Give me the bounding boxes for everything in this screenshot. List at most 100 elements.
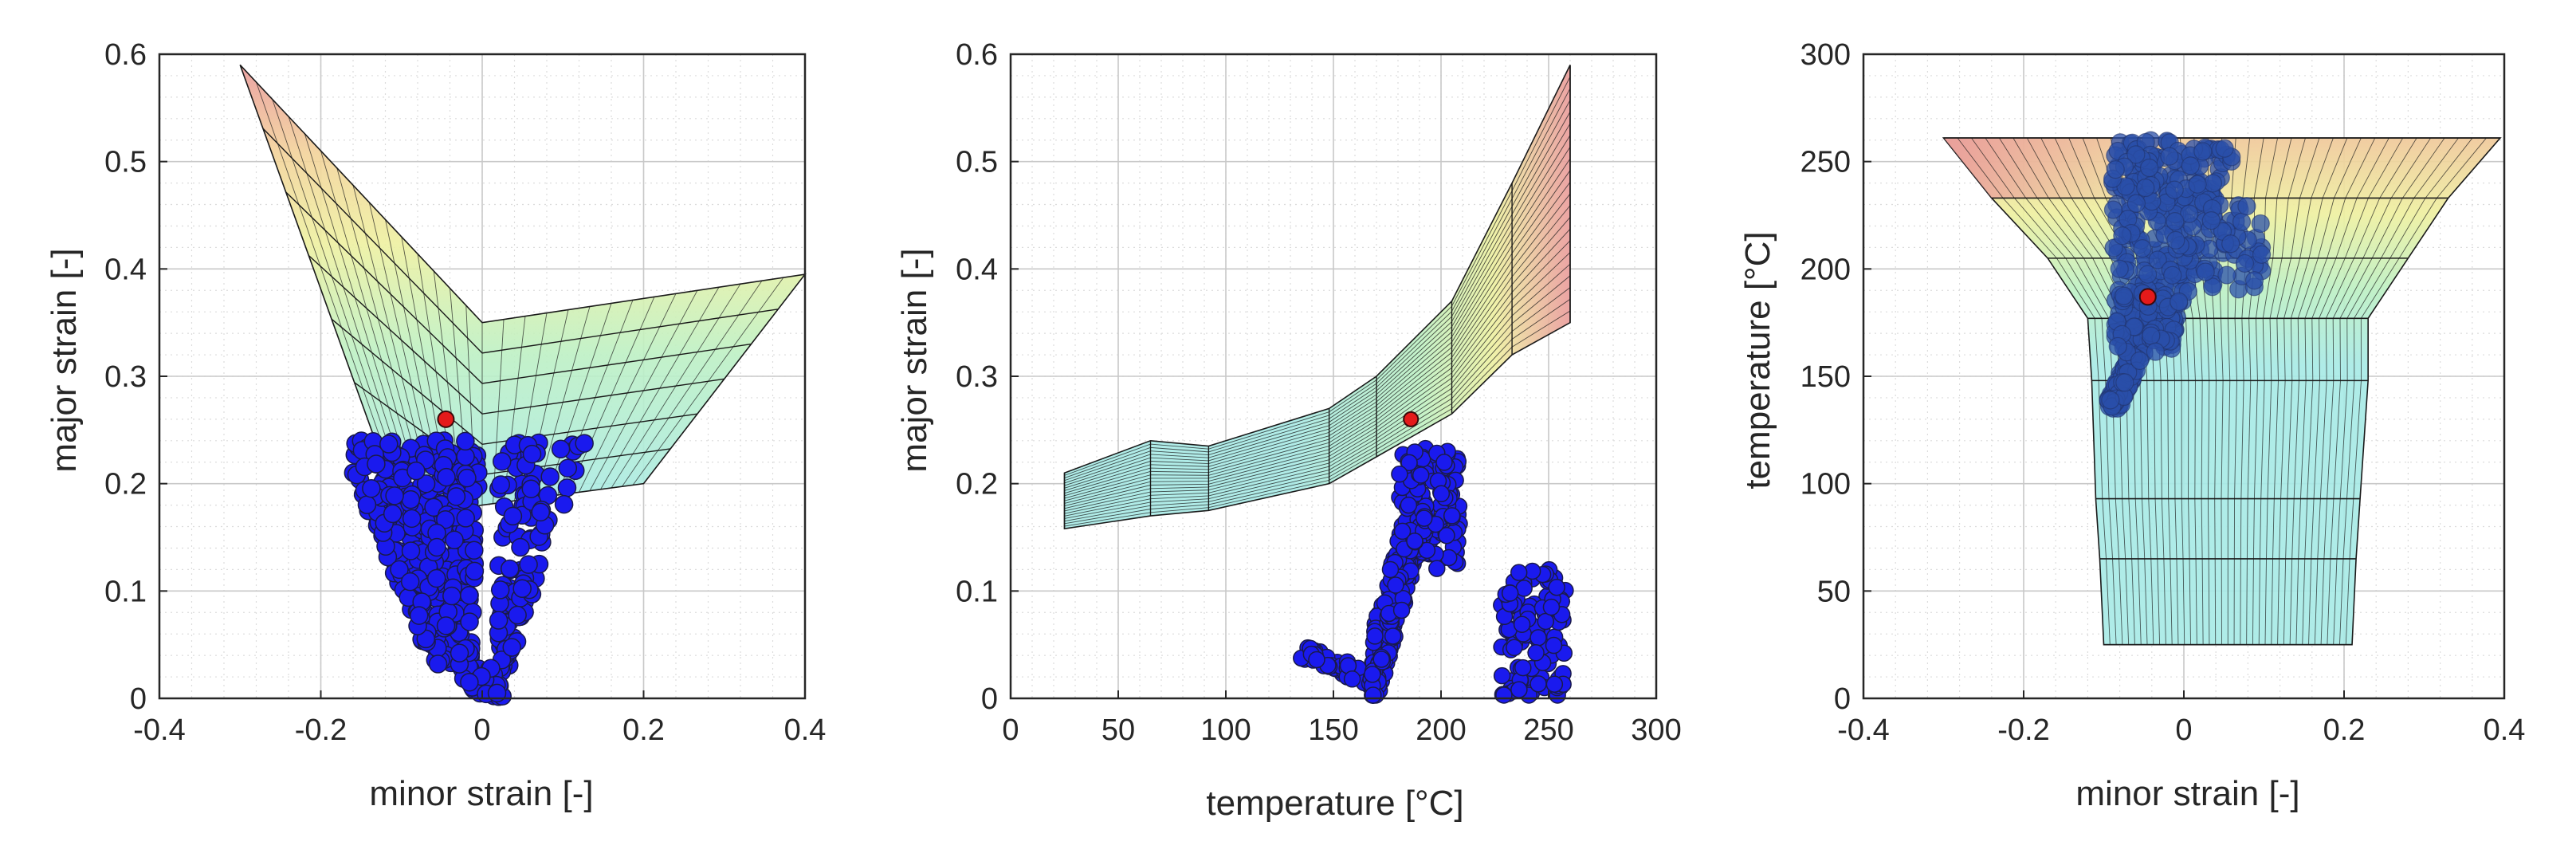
surface-mesh-line <box>1064 182 1571 499</box>
surface-mesh-line <box>1064 170 1571 497</box>
surface-2 <box>1063 65 1571 530</box>
scatter-point <box>2126 194 2146 213</box>
scatter-point <box>1392 601 1411 619</box>
y-tick-label: 0.6 <box>956 38 998 72</box>
x-tick-label: 0.4 <box>2484 714 2526 747</box>
scatter-point <box>400 572 420 592</box>
surface-mesh-line <box>1064 76 1571 476</box>
y-tick-label: 0.2 <box>104 468 147 501</box>
surface-mesh-line <box>579 293 677 493</box>
surface-mesh-line <box>304 133 406 462</box>
surface-mesh-line <box>2333 137 2459 645</box>
scatter-point <box>357 495 377 514</box>
surface-mesh-line <box>2327 137 2445 645</box>
scatter-point <box>2165 180 2184 199</box>
y-tick-label: 250 <box>1800 146 1851 179</box>
chart-panel-2: 0 50 100 150 200 250 300 0 0.1 0.2 0.3 0.4 0.5 0.6 t… <box>895 38 1682 823</box>
scatter-point <box>1391 465 1408 483</box>
scatter-point <box>465 541 484 560</box>
y-axis-label-1: major strain [-] <box>45 248 84 472</box>
scatter-point <box>508 605 527 625</box>
scatter-point <box>1527 644 1545 662</box>
scatter-point <box>406 461 426 481</box>
scatter-point <box>1506 639 1523 657</box>
scatter-point <box>2101 391 2120 410</box>
surface-mesh-line <box>352 185 427 474</box>
y-tick-label: 0.5 <box>956 146 998 179</box>
scatter-point <box>1365 686 1382 704</box>
scatter-point <box>1530 675 1547 693</box>
scatter-point <box>442 586 461 606</box>
scatter-point <box>402 509 422 529</box>
surface-mesh-line <box>1064 240 1571 512</box>
surface-mesh-line <box>589 290 698 491</box>
scatter-point <box>460 672 479 692</box>
y-tick-label: 50 <box>1817 575 1851 608</box>
surface-mesh-line <box>1957 137 2111 645</box>
surface-mesh-line <box>320 151 413 466</box>
surface-mesh-line <box>632 277 784 486</box>
scatter-point <box>1542 598 1561 616</box>
scatter-point <box>1308 651 1325 669</box>
scatter-point <box>401 541 421 560</box>
scatter-point <box>2136 178 2155 198</box>
scatter-point <box>1435 454 1453 471</box>
scatter-point <box>2106 160 2125 179</box>
scatter-point <box>554 494 574 514</box>
surface-mesh-line <box>2258 137 2292 645</box>
scatter-point <box>426 568 446 588</box>
scatter-point <box>1372 651 1390 668</box>
scatter-point <box>1530 629 1547 647</box>
scatter-point <box>1406 532 1423 550</box>
scatter-point <box>2251 214 2270 234</box>
surface-mesh-line <box>1064 263 1571 517</box>
scatter-point <box>428 655 448 674</box>
scatter-point <box>362 478 381 498</box>
surface-mesh-line <box>368 202 434 478</box>
surface-mesh-line <box>2283 137 2348 645</box>
scatter-point <box>2196 262 2215 281</box>
scatter-point <box>2142 326 2161 345</box>
scatter-point <box>1343 670 1361 688</box>
x-tick-label: 150 <box>1308 714 1358 747</box>
surface-mesh-line <box>1064 100 1571 482</box>
scatter-point <box>2215 139 2234 158</box>
scatter-point <box>416 474 436 493</box>
scatter-point <box>465 561 485 581</box>
surface-mesh-line <box>611 283 741 489</box>
scatter-point <box>445 530 464 550</box>
scatter-point <box>575 434 594 453</box>
surface-mesh-2 <box>1063 65 1571 529</box>
surface-mesh-line <box>1064 135 1571 489</box>
surface-mesh-line <box>256 81 385 450</box>
surface-mesh-line <box>2345 137 2487 645</box>
y-tick-label: 0.3 <box>104 360 147 394</box>
x-tick-label: -0.2 <box>1997 714 2049 747</box>
scatter-point <box>437 467 456 487</box>
y-ticks-3: 0 50 100 150 200 250 300 <box>1800 38 1871 716</box>
scatter-point <box>2232 212 2252 231</box>
scatter-point <box>1428 560 1446 577</box>
scatter-point <box>1387 576 1404 594</box>
scatter-points-1 <box>344 431 594 706</box>
scatter-point <box>2163 265 2182 285</box>
scatter-point <box>1545 675 1564 693</box>
y-tick-label: 300 <box>1800 38 1851 72</box>
highlight-point-1 <box>437 410 455 428</box>
y-tick-label: 0.1 <box>104 575 147 608</box>
scatter-point <box>1548 579 1565 596</box>
scatter-point <box>383 504 402 524</box>
surface-mesh-line <box>2308 137 2404 645</box>
scatter-point <box>460 612 479 631</box>
scatter-point <box>1432 485 1451 503</box>
chart-panel-3: -0.4 -0.2 0 0.2 0.4 0 50 100 150 200 250 300 minor… <box>1738 38 2525 813</box>
scatter-point <box>2160 147 2179 166</box>
scatter-point <box>367 454 386 474</box>
surface-mesh-line <box>1064 310 1571 527</box>
scatter-point <box>436 616 456 635</box>
scatter-point <box>2252 245 2272 264</box>
scatter-point <box>2235 254 2255 273</box>
scatter-point <box>1412 466 1430 484</box>
x-tick-label: 0 <box>1002 714 1019 747</box>
scatter-point <box>401 489 421 509</box>
